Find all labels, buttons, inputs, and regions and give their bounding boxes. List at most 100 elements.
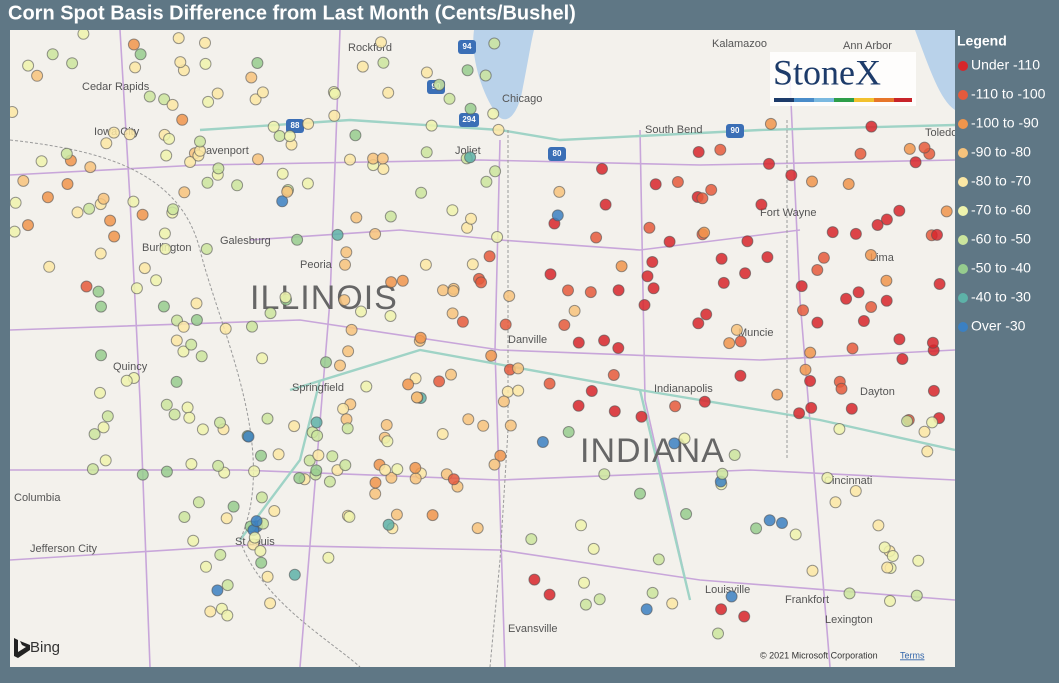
map-point — [880, 213, 893, 226]
terms-link[interactable]: Terms — [900, 650, 925, 660]
city-label: Cedar Rapids — [82, 81, 150, 93]
map-point — [640, 603, 653, 616]
map-point — [95, 300, 107, 313]
map-point — [933, 278, 946, 290]
legend-label: -100 to -90 — [971, 115, 1039, 131]
map-point — [369, 476, 382, 489]
map-point — [199, 36, 211, 49]
map-point — [497, 395, 510, 408]
map-point — [499, 318, 512, 331]
map-point — [382, 518, 395, 531]
map-point — [176, 113, 189, 126]
map-point — [771, 388, 784, 401]
map-point — [755, 198, 768, 211]
map-point — [158, 93, 171, 106]
city-label: South Bend — [645, 124, 703, 136]
city-label: Springfield — [292, 382, 344, 394]
map-point — [865, 301, 878, 313]
map-point — [264, 597, 277, 610]
map-point — [134, 48, 147, 61]
map-point — [97, 192, 110, 205]
map-point — [170, 375, 183, 388]
map-point — [926, 336, 939, 349]
map-point — [396, 274, 409, 287]
logo-text: StoneX — [773, 52, 881, 92]
map-point — [129, 61, 142, 74]
map-point — [344, 153, 356, 166]
map-point — [575, 519, 587, 532]
map-point — [880, 294, 893, 307]
map-point — [177, 320, 190, 333]
map-point — [127, 195, 140, 208]
map-point — [893, 204, 906, 217]
map-point — [903, 142, 916, 155]
map-point — [331, 228, 344, 241]
map-point — [340, 246, 353, 259]
map-point — [730, 323, 743, 336]
map-point — [926, 416, 939, 429]
map-point — [71, 206, 84, 219]
legend-swatch — [958, 293, 968, 303]
map-point — [293, 472, 306, 485]
map-point — [668, 437, 681, 450]
map-point — [267, 120, 280, 133]
map-point — [184, 156, 197, 168]
map-point — [288, 420, 301, 433]
map-point — [199, 57, 212, 70]
legend-swatch — [958, 119, 968, 129]
map-point — [578, 576, 590, 589]
legend-label: -60 to -50 — [971, 231, 1031, 247]
map-point — [158, 227, 171, 240]
map-point — [551, 209, 564, 222]
map-point — [811, 264, 824, 276]
map-point — [248, 465, 261, 478]
map-point — [343, 510, 356, 523]
shield: 80 — [553, 149, 562, 158]
map-point — [77, 30, 90, 40]
map-point — [255, 491, 268, 504]
map-point — [35, 155, 48, 168]
points-layer — [10, 30, 953, 640]
map-point — [865, 120, 878, 133]
shield: 94 — [463, 42, 472, 51]
map-point — [799, 363, 812, 376]
map-point — [806, 175, 818, 188]
city-label: Indianapolis — [654, 383, 713, 395]
map-point — [303, 454, 316, 467]
map-point — [323, 475, 336, 488]
map-point — [227, 500, 240, 513]
map-point — [503, 290, 516, 302]
shield: 294 — [462, 115, 476, 124]
map-point — [437, 284, 449, 297]
map-point — [60, 147, 73, 160]
legend-label: -90 to -80 — [971, 144, 1031, 160]
map-point — [543, 588, 556, 601]
map-point — [483, 250, 496, 263]
state-label: INDIANA — [580, 432, 725, 470]
map-point — [764, 117, 777, 130]
map-point — [525, 533, 538, 546]
map-point — [221, 579, 234, 592]
map-point — [512, 384, 525, 397]
legend-swatch — [958, 206, 968, 216]
map-point — [350, 211, 363, 224]
map-point — [88, 428, 101, 441]
map-point — [921, 445, 934, 458]
map-point — [10, 106, 19, 118]
map-point — [475, 276, 488, 289]
map-point — [584, 286, 597, 299]
map-point — [912, 554, 925, 567]
map-point — [43, 260, 56, 273]
city-label: Jefferson City — [30, 543, 98, 555]
map-point — [456, 315, 469, 328]
map-point — [910, 589, 923, 602]
map-point — [104, 214, 117, 227]
map-point — [700, 308, 713, 321]
map-point — [172, 32, 185, 45]
state-border — [10, 139, 361, 667]
map-point — [101, 410, 114, 423]
map-point — [355, 305, 367, 318]
map-point — [245, 71, 258, 84]
map-point — [249, 93, 262, 106]
map-point — [587, 542, 600, 555]
